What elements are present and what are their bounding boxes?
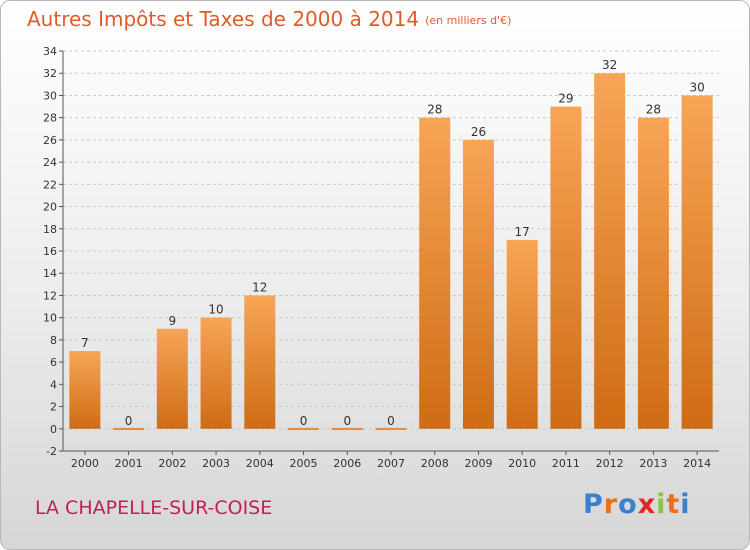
bar (506, 239, 538, 429)
bar (375, 427, 407, 430)
x-tick-label: 2001 (115, 457, 143, 470)
y-tick-label: 20 (43, 201, 57, 214)
bar (681, 95, 713, 429)
bar-value-label: 10 (208, 303, 223, 317)
bar (69, 351, 101, 429)
x-tick-label: 2005 (290, 457, 318, 470)
chart-title-unit: (en milliers d'€) (425, 14, 512, 27)
logo-letter: o (618, 489, 638, 520)
y-tick-label: 18 (43, 223, 57, 236)
chart-title: Autres Impôts et Taxes de 2000 à 2014 (en… (27, 7, 511, 31)
y-tick-label: 30 (43, 89, 57, 102)
bar-value-label: 12 (252, 280, 267, 294)
x-tick-label: 2011 (552, 457, 580, 470)
y-tick-label: 34 (43, 45, 57, 58)
town-name: LA CHAPELLE-SUR-COISE (35, 497, 273, 519)
bar (113, 427, 145, 430)
bar-value-label: 0 (387, 414, 395, 428)
bar (637, 117, 669, 429)
bar (244, 295, 276, 429)
y-tick-label: 6 (50, 356, 57, 369)
x-tick-label: 2003 (202, 457, 230, 470)
bar-value-label: 26 (471, 125, 486, 139)
y-tick-label: 22 (43, 178, 57, 191)
x-tick-label: 2010 (508, 457, 536, 470)
bar (156, 328, 188, 429)
bar-value-label: 0 (125, 414, 133, 428)
x-tick-label: 2014 (683, 457, 711, 470)
logo-letter: i (656, 489, 667, 520)
bar-value-label: 28 (427, 103, 442, 117)
y-tick-label: -2 (46, 445, 57, 458)
bar-value-label: 9 (169, 314, 177, 328)
logo-letter: i (680, 489, 691, 520)
bar-value-label: 28 (646, 103, 661, 117)
bar (331, 427, 363, 430)
bar (594, 73, 626, 429)
y-tick-label: 2 (50, 401, 57, 414)
bar-value-label: 0 (343, 414, 351, 428)
bar-value-label: 32 (602, 58, 617, 72)
y-tick-label: 4 (50, 378, 57, 391)
bar (419, 117, 451, 429)
y-tick-label: 0 (50, 423, 57, 436)
x-tick-label: 2000 (71, 457, 99, 470)
y-tick-label: 10 (43, 312, 57, 325)
x-tick-label: 2008 (421, 457, 449, 470)
x-tick-label: 2007 (377, 457, 405, 470)
bar-value-label: 29 (558, 92, 573, 106)
y-tick-label: 16 (43, 245, 57, 258)
logo-letter: r (603, 489, 619, 520)
logo-letter: t (666, 489, 681, 520)
x-tick-label: 2002 (158, 457, 186, 470)
x-tick-label: 2012 (596, 457, 624, 470)
x-tick-label: 2009 (464, 457, 492, 470)
proxiti-logo: Proxiti (583, 489, 691, 520)
x-tick-label: 2006 (333, 457, 361, 470)
y-tick-label: 8 (50, 334, 57, 347)
y-tick-label: 12 (43, 289, 57, 302)
x-tick-label: 2004 (246, 457, 274, 470)
y-tick-label: 28 (43, 112, 57, 125)
chart-title-text: Autres Impôts et Taxes de 2000 à 2014 (27, 7, 420, 31)
bar (462, 139, 494, 429)
bar (200, 317, 232, 429)
bar (288, 427, 320, 430)
y-tick-label: 32 (43, 67, 57, 80)
bar-value-label: 0 (300, 414, 308, 428)
bar-value-label: 17 (515, 225, 530, 239)
y-tick-label: 24 (43, 156, 57, 169)
logo-letter: x (637, 489, 657, 520)
y-tick-label: 26 (43, 134, 57, 147)
bar-value-label: 7 (81, 336, 89, 350)
y-tick-label: 14 (43, 267, 57, 280)
bar (550, 106, 582, 429)
logo-letter: P (583, 489, 604, 520)
x-tick-label: 2013 (639, 457, 667, 470)
bar-value-label: 30 (689, 80, 704, 94)
